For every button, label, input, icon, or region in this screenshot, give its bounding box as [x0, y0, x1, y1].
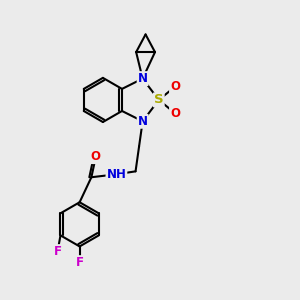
Text: F: F	[53, 245, 62, 258]
Text: N: N	[138, 72, 148, 85]
Text: O: O	[170, 107, 180, 120]
Text: NH: NH	[106, 168, 126, 181]
Text: F: F	[76, 256, 84, 269]
Text: S: S	[154, 93, 164, 106]
Text: N: N	[138, 115, 148, 128]
Text: O: O	[170, 80, 180, 93]
Text: O: O	[91, 150, 101, 163]
